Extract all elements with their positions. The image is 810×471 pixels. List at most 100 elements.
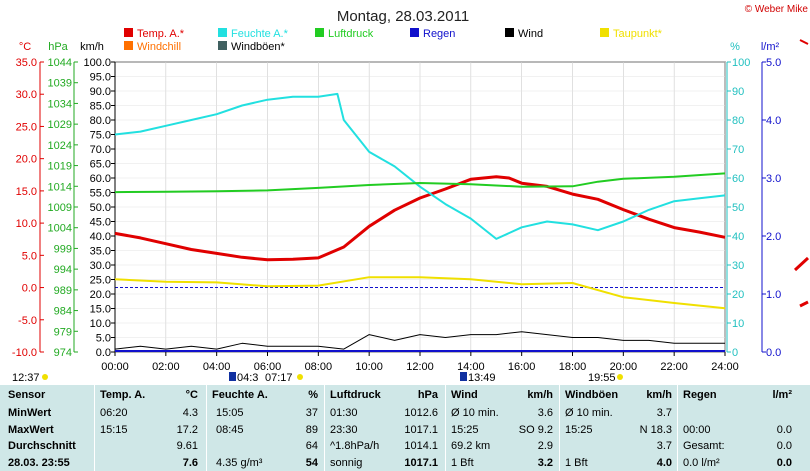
- x-tick-label: 24:00: [711, 361, 739, 373]
- x-tick-label: 20:00: [610, 361, 638, 373]
- legend-label: Windböen*: [231, 41, 286, 53]
- x-tick-label: 14:00: [457, 361, 485, 373]
- pressure-value: 1017.1: [404, 456, 438, 469]
- humidity-tick-label: 20: [732, 289, 744, 301]
- humidity-tick-label: 50: [732, 202, 744, 214]
- pressure-tick-label: 1014: [48, 181, 72, 193]
- header-pressure-unit: hPa: [417, 389, 438, 401]
- pressure-tick-label: 1019: [48, 161, 72, 173]
- row-label: Durchschnitt: [8, 440, 76, 452]
- speed-tick-label: 75.0: [90, 130, 111, 142]
- temp-tick-label: 35.0: [16, 57, 37, 69]
- series-wind: [114, 331, 725, 350]
- rain-value: 0.0: [776, 456, 792, 469]
- moon-icon: [460, 372, 467, 381]
- marker-right: 19:55: [588, 372, 616, 384]
- header-pressure: Luftdruck: [330, 389, 381, 401]
- speed-tick-label: 80.0: [90, 115, 111, 127]
- gust-time: Ø 10 min.: [565, 407, 613, 419]
- series-lines: [114, 92, 726, 352]
- speed-tick-label: 50.0: [90, 202, 111, 214]
- pressure-tick-label: 999: [54, 243, 72, 255]
- speed-tick-label: 15.0: [90, 304, 111, 316]
- axes: 35.0 30.0 25.0 20.0 15.0 10.0 5.0 0.0 -5.0 -10.0 1…: [12, 57, 781, 373]
- speed-tick-label: 35.0: [90, 246, 111, 258]
- grid-lines: [114, 61, 726, 353]
- humidity-value: 54: [305, 456, 318, 469]
- humidity-value: 37: [305, 407, 318, 419]
- temp-value: 17.2: [176, 423, 198, 436]
- gust-value: 3.7: [656, 440, 672, 452]
- statistics-panel: Sensor Temp. A. °C Feuchte A.% Luftdruck hPa W…: [0, 385, 810, 471]
- humidity-tick-label: 60: [732, 173, 744, 185]
- speed-tick-label: 30.0: [90, 260, 111, 272]
- temp-time: 06:20: [100, 407, 128, 419]
- speed-unit-label: km/h: [80, 41, 104, 53]
- speed-tick-label: 60.0: [90, 173, 111, 185]
- pressure-tick-label: 1024: [48, 140, 72, 152]
- column-separator: [445, 385, 446, 471]
- copyright-label[interactable]: © Weber Mike: [745, 4, 809, 15]
- time-markers: 12:37 04:3 07:17 13:49 19:55: [12, 372, 623, 384]
- humidity-value: 89: [305, 423, 318, 436]
- legend-label: Regen: [423, 28, 455, 40]
- legend-swatch: [600, 28, 609, 37]
- legend-label: Taupunkt*: [613, 28, 663, 40]
- marker-mid1: 04:3: [237, 372, 258, 384]
- speed-tick-label: 90.0: [90, 86, 111, 98]
- rain-tick-label: 2.0: [766, 231, 781, 243]
- pressure-tick-label: 1039: [48, 78, 72, 90]
- pressure-tick-label: 989: [54, 285, 72, 297]
- header-wind: Wind: [451, 389, 478, 401]
- legend-label: Windchill: [137, 41, 181, 53]
- speed-tick-label: 45.0: [90, 217, 111, 229]
- temp-tick-label: 20.0: [16, 154, 37, 166]
- header-sensor: Sensor: [8, 389, 46, 401]
- speed-tick-label: 0.0: [96, 347, 111, 359]
- gust-value: N 18.3: [639, 423, 672, 436]
- legend-swatch: [410, 28, 419, 37]
- rain-time: 0.0 l/m²: [683, 456, 720, 469]
- header-humidity-unit: %: [308, 389, 318, 401]
- humidity-time: 4.35 g/m³: [216, 456, 263, 469]
- header-gust-unit: km/h: [646, 389, 672, 401]
- rain-tick-label: 0.0: [766, 347, 781, 359]
- marker-left: 12:37: [12, 372, 40, 384]
- speed-tick-label: 20.0: [90, 289, 111, 301]
- pressure-tick-label: 1004: [48, 223, 72, 235]
- wind-time: 1 Bft: [451, 456, 474, 469]
- marker-mid3: 13:49: [468, 372, 496, 384]
- row-label: MinWert: [8, 407, 52, 419]
- speed-tick-label: 10.0: [90, 318, 111, 330]
- header-rain-unit: l/m²: [772, 389, 792, 401]
- row-label: MaxWert: [8, 423, 54, 436]
- speed-tick-label: 85.0: [90, 101, 111, 113]
- series-temp-a-: [114, 175, 726, 262]
- pressure-time: ^1.8hPa/h: [330, 440, 380, 452]
- x-tick-label: 16:00: [508, 361, 536, 373]
- rain-value: 0.0: [776, 440, 792, 452]
- humidity-tick-label: 30: [732, 260, 744, 272]
- temp-tick-label: -5.0: [18, 315, 37, 327]
- temp-unit-label: °C: [19, 41, 31, 53]
- humidity-tick-label: 10: [732, 318, 744, 330]
- legend-label: Wind: [518, 28, 543, 40]
- column-separator: [559, 385, 560, 471]
- x-tick-label: 00:00: [101, 361, 129, 373]
- pressure-time: sonnig: [330, 456, 363, 469]
- column-separator: [677, 385, 678, 471]
- speed-tick-label: 70.0: [90, 144, 111, 156]
- speed-tick-label: 55.0: [90, 188, 111, 200]
- gust-value: 3.7: [656, 407, 672, 419]
- pressure-time: 01:30: [330, 407, 358, 419]
- rain-tick-label: 5.0: [766, 57, 781, 69]
- pressure-tick-label: 984: [54, 306, 72, 318]
- speed-tick-label: 40.0: [90, 231, 111, 243]
- speed-tick-label: 95.0: [90, 72, 111, 84]
- series-taupunkt-: [114, 276, 726, 310]
- humidity-tick-label: 0: [732, 347, 738, 359]
- humidity-tick-label: 40: [732, 231, 744, 243]
- temp-value: 4.3: [182, 407, 198, 419]
- speed-tick-label: 100.0: [83, 57, 111, 69]
- temp-tick-label: 5.0: [22, 250, 37, 262]
